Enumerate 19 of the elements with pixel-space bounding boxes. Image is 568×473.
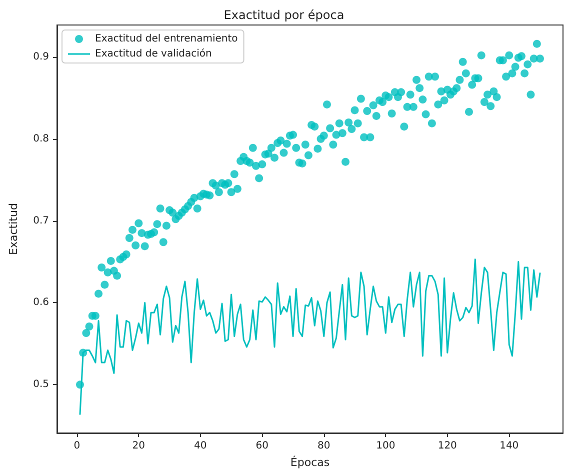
x-axis-title: Épocas <box>290 455 330 469</box>
x-tick-label: 20 <box>132 440 146 452</box>
line-series <box>79 258 541 415</box>
x-tick-label: 40 <box>194 440 207 452</box>
x-tick-label: 60 <box>256 440 269 452</box>
y-tick-label: 0.8 <box>33 133 49 144</box>
y-axis-title: Exactitud <box>7 203 20 255</box>
x-tick-label: 120 <box>438 440 457 452</box>
y-tick-label: 0.6 <box>33 297 49 308</box>
legend-label: Exactitud de validación <box>95 48 212 60</box>
legend-label: Exactitud del entrenamiento <box>95 34 238 44</box>
chart-title: Exactitud por época <box>224 8 344 22</box>
y-tick-label: 0.9 <box>33 51 49 62</box>
x-tick-label: 80 <box>318 440 330 452</box>
y-tick-label: 0.7 <box>33 215 49 226</box>
y-tick-label: 0.5 <box>33 379 49 390</box>
x-tick-label: 100 <box>376 440 396 452</box>
x-tick-label: 140 <box>500 440 519 452</box>
x-tick-label: 0 <box>74 440 80 452</box>
